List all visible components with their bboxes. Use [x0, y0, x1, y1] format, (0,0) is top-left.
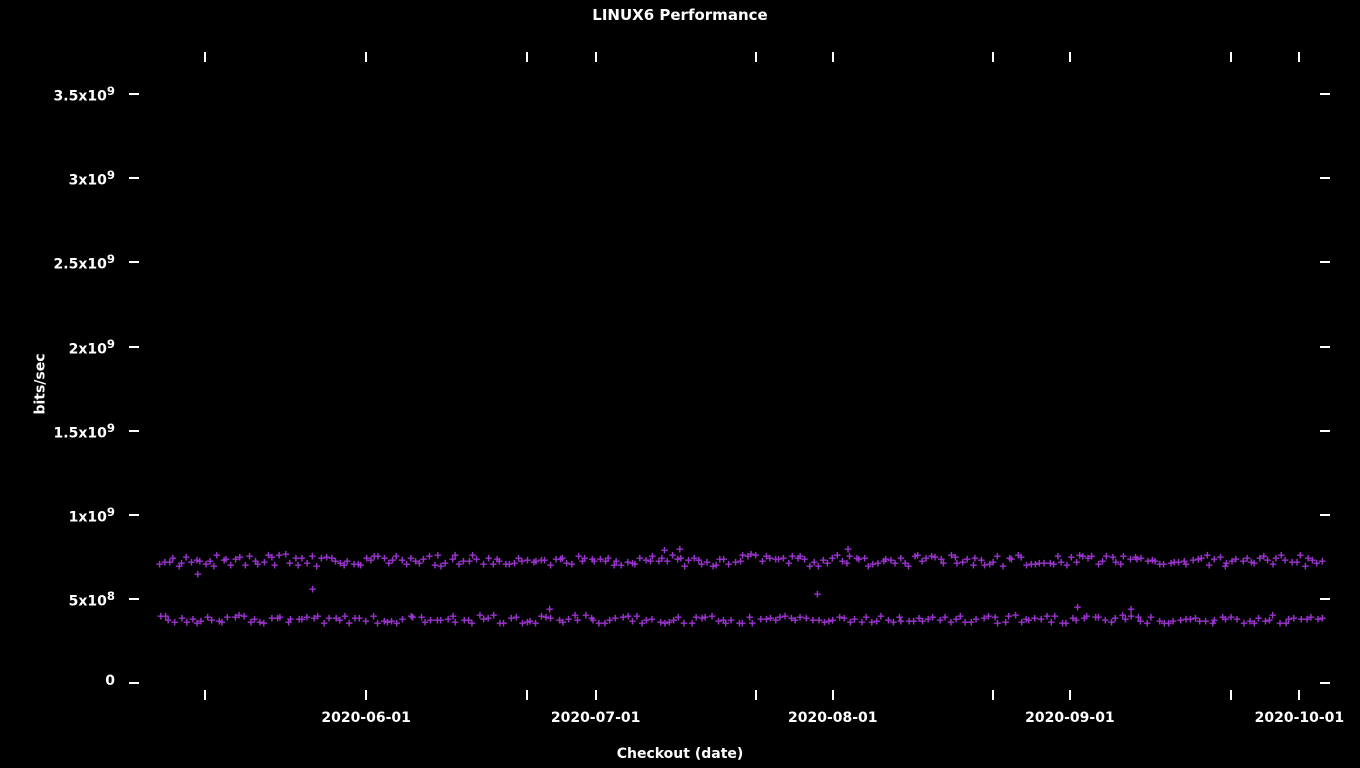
x-tick: [365, 52, 367, 62]
data-point: +: [814, 587, 822, 600]
y-tick: [1320, 346, 1330, 348]
data-point: +: [362, 615, 370, 628]
y-tick: [129, 514, 139, 516]
data-point: +: [897, 615, 905, 628]
plot-area: [129, 52, 1330, 700]
y-tick: [129, 346, 139, 348]
x-tick-label: 2020-08-01: [788, 710, 878, 726]
x-tick: [992, 690, 994, 700]
x-tick: [755, 690, 757, 700]
x-tick: [832, 690, 834, 700]
y-tick: [1320, 598, 1330, 600]
y-tick: [1320, 430, 1330, 432]
data-point: +: [1072, 613, 1080, 626]
x-tick-label: 2020-10-01: [1255, 710, 1345, 726]
data-point: +: [680, 616, 688, 629]
data-point: +: [208, 614, 216, 627]
x-tick: [992, 52, 994, 62]
x-tick-label: 2020-06-01: [321, 710, 411, 726]
data-point: +: [844, 543, 852, 556]
data-point: +: [1083, 610, 1091, 623]
data-point: +: [409, 611, 417, 624]
data-point: +: [1147, 611, 1155, 624]
y-tick: [1320, 514, 1330, 516]
data-point: +: [441, 557, 449, 570]
data-point: +: [1111, 611, 1119, 624]
data-point: +: [1051, 610, 1059, 623]
data-point: +: [574, 614, 582, 627]
data-point: +: [648, 612, 656, 625]
x-tick: [595, 690, 597, 700]
x-tick: [595, 52, 597, 62]
x-tick-label: 2020-09-01: [1025, 710, 1115, 726]
x-tick: [755, 52, 757, 62]
x-tick: [1069, 690, 1071, 700]
x-tick: [1230, 52, 1232, 62]
y-tick-label: 2x109: [69, 337, 115, 358]
data-point: +: [287, 612, 295, 625]
data-point: +: [994, 616, 1002, 629]
y-tick-label: 2.5x109: [54, 252, 115, 273]
data-point: +: [1290, 612, 1298, 625]
data-point: +: [546, 603, 554, 616]
x-tick: [1298, 52, 1300, 62]
x-tick: [204, 52, 206, 62]
y-tick-label: 5x108: [69, 589, 115, 610]
y-tick: [1320, 177, 1330, 179]
x-tick: [526, 690, 528, 700]
chart-title: LINUX6 Performance: [0, 6, 1360, 24]
x-tick: [365, 690, 367, 700]
y-tick-label: 3x109: [69, 168, 115, 189]
data-point: +: [1169, 615, 1177, 628]
data-point: +: [399, 612, 407, 625]
x-axis-label: Checkout (date): [0, 746, 1360, 762]
y-tick: [1320, 682, 1330, 684]
y-tick: [129, 93, 139, 95]
y-tick: [129, 177, 139, 179]
data-point: +: [661, 544, 669, 557]
y-axis-label: bits/sec: [33, 353, 49, 414]
data-point: +: [224, 610, 232, 623]
data-point: +: [1319, 555, 1327, 568]
data-point: +: [500, 617, 508, 630]
data-point: +: [749, 616, 757, 629]
data-point: +: [581, 552, 589, 565]
data-point: +: [1160, 557, 1168, 570]
data-point: +: [468, 616, 476, 629]
data-point: +: [1210, 613, 1218, 626]
x-tick: [204, 690, 206, 700]
data-point: +: [1319, 612, 1327, 625]
y-tick: [129, 598, 139, 600]
data-point: +: [972, 612, 980, 625]
x-tick: [1069, 52, 1071, 62]
y-tick-label: 0: [105, 673, 115, 689]
performance-scatter-chart: LINUX6 Performance bits/sec Checkout (da…: [0, 0, 1360, 768]
data-point: +: [1232, 552, 1240, 565]
y-tick: [129, 261, 139, 263]
data-point: +: [929, 610, 937, 623]
x-tick: [1298, 690, 1300, 700]
y-tick: [1320, 93, 1330, 95]
y-tick: [1320, 261, 1330, 263]
y-tick-label: 3.5x109: [54, 84, 115, 105]
data-point: +: [940, 557, 948, 570]
x-tick: [1230, 690, 1232, 700]
x-tick: [832, 52, 834, 62]
y-tick-label: 1.5x109: [54, 421, 115, 442]
y-tick: [129, 430, 139, 432]
data-point: +: [676, 542, 684, 555]
data-point: +: [451, 615, 459, 628]
x-tick-label: 2020-07-01: [551, 710, 641, 726]
data-point: +: [727, 613, 735, 626]
data-point: +: [260, 617, 268, 630]
data-point: +: [309, 582, 317, 595]
y-tick-label: 1x109: [69, 505, 115, 526]
data-point: +: [194, 567, 202, 580]
data-point: +: [1127, 603, 1135, 616]
data-point: +: [276, 610, 284, 623]
data-point: +: [612, 611, 620, 624]
data-point: +: [1074, 601, 1082, 614]
x-tick: [526, 52, 528, 62]
y-tick: [129, 682, 139, 684]
